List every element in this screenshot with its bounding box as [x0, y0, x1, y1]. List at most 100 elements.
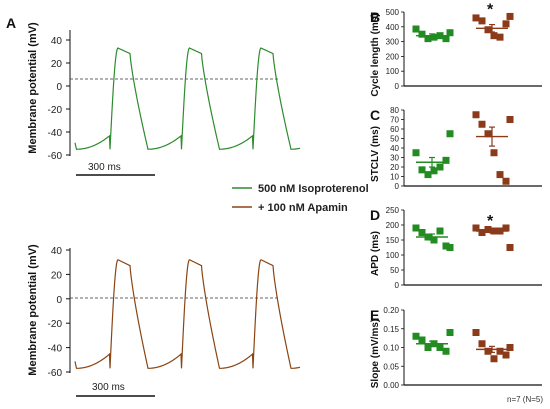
panel-c-point [442, 156, 450, 164]
panel-c-ytick-label: 70 [390, 116, 399, 125]
panel-d: D APD (ms) 0 50 100 150 200 250 * [370, 206, 542, 290]
panel-label-a: A [6, 15, 16, 31]
panel-e-point [502, 351, 510, 359]
panel-e-point [490, 355, 498, 363]
panel-c-point [506, 116, 514, 123]
panel-c-ytick-label: 10 [390, 173, 399, 182]
panel-e-point [418, 336, 426, 344]
panel-c-point [496, 171, 504, 179]
panel-e-point [472, 329, 480, 336]
panel-b-ytick-label: 0 [395, 82, 400, 91]
panel-c-point [430, 167, 438, 175]
trace-bottom-plot: Membrane potential (mV) 40 20 0 -20 -40 -60 3… [27, 244, 301, 397]
panel-c-point [472, 111, 480, 119]
legend-label-apamin: + 100 nM Apamin [258, 202, 348, 214]
panel-b-ytick-label: 500 [386, 8, 400, 17]
panel-b-significance-star: * [487, 1, 494, 18]
panel-b-point [424, 35, 432, 43]
panel-e-point [496, 347, 504, 355]
panel-c-point [418, 166, 426, 174]
panel-c-ytick-label: 80 [390, 106, 399, 115]
panel-e-ytick-label: 0.00 [383, 381, 399, 390]
panel-b-point [446, 29, 454, 37]
footnote: n=7 (N=5) [507, 395, 543, 404]
trace-top-ytick-label: -40 [48, 128, 63, 139]
panel-c-ytick-label: 60 [390, 125, 399, 134]
panel-d-ytick-label: 250 [386, 206, 400, 215]
panel-c-ytick-label: 30 [390, 154, 399, 163]
trace-bottom-ytick-label: -60 [48, 368, 63, 379]
panel-b-ylabel: Cycle length (ms) [370, 13, 381, 96]
panel-e-letter: E [370, 307, 379, 323]
trace-top-scalebar-label: 300 ms [88, 162, 121, 173]
panel-b-point [442, 35, 450, 43]
panel-c-ytick-label: 50 [390, 135, 399, 144]
trace-bottom-ytick-label: -40 [48, 344, 63, 355]
panel-b-ytick-label: 300 [386, 38, 400, 47]
panel-d-ytick-label: 100 [386, 251, 400, 260]
panel-b-point [496, 33, 504, 41]
trace-top-ytick-label: 0 [56, 82, 62, 93]
panel-b-ytick-label: 100 [386, 67, 400, 76]
panel-e-ytick-label: 0.20 [383, 306, 399, 315]
panel-e-point [506, 344, 514, 351]
panel-b-point [502, 20, 510, 28]
trace-top-ytick-label: -20 [48, 105, 63, 116]
panel-c-ylabel: STCLV (ms) [370, 126, 381, 182]
panel-d-point [472, 224, 480, 232]
panel-e-point [424, 344, 432, 351]
panel-b-point [506, 12, 514, 20]
panel-d-ytick-label: 0 [395, 281, 400, 290]
panel-d-point [436, 227, 444, 235]
legend-label-isoproterenol: 500 nM Isoproterenol [258, 183, 369, 195]
panel-d-point [418, 229, 426, 236]
panel-c-point [436, 163, 444, 171]
panel-d-point [506, 244, 514, 251]
panel-d-point [478, 229, 486, 236]
panel-c-point [478, 120, 486, 128]
trace-bottom-ytick-label: 0 [56, 295, 62, 306]
panel-e-ytick-label: 0.10 [383, 344, 399, 353]
panel-d-ytick-label: 200 [386, 221, 400, 230]
panel-e-ytick-label: 0.05 [383, 362, 399, 371]
panel-e-point [446, 329, 454, 336]
panel-e-ytick-label: 0.15 [383, 325, 399, 334]
panel-c-point [502, 177, 510, 185]
panel-d-ytick-label: 50 [390, 266, 399, 275]
trace-bottom-ytick-label: -20 [48, 319, 63, 330]
panel-d-letter: D [370, 207, 380, 223]
trace-top-waveform [74, 47, 301, 151]
trace-top-plot: Membrane potential (mV) 40 20 0 -20 -40 -60 3… [27, 22, 301, 176]
trace-bottom-ytick-label: 20 [51, 270, 63, 281]
panel-c-point [484, 130, 492, 138]
panel-c-point [446, 130, 454, 138]
panel-e-point [412, 332, 420, 340]
trace-bottom-scalebar-label: 300 ms [92, 382, 125, 393]
trace-top-ytick-label: 20 [51, 59, 63, 70]
panel-e-point [442, 347, 450, 355]
panel-e-ylabel: Slope (mV/ms) [370, 319, 381, 388]
trace-bottom-ytick-label: 40 [51, 246, 63, 257]
panel-e-point [436, 344, 444, 351]
panel-b-point [418, 30, 426, 38]
panel-d-significance-star: * [487, 213, 494, 230]
panel-b-ytick-label: 200 [386, 52, 400, 61]
panel-d-point [446, 244, 454, 251]
panel-d-point [502, 224, 510, 232]
trace-top-ytick-label: -60 [48, 151, 63, 162]
trace-top-ytick-label: 40 [51, 36, 63, 47]
panel-e-point [478, 340, 486, 348]
panel-c-ytick-label: 40 [390, 144, 399, 153]
trace-bottom-waveform [74, 259, 301, 369]
panel-c-point [490, 149, 498, 157]
panel-b-letter: B [370, 9, 380, 25]
panel-d-ytick-label: 150 [386, 236, 400, 245]
panel-d-point [442, 242, 450, 250]
panel-c-point [412, 149, 420, 157]
panel-d-ylabel: APD (ms) [370, 231, 381, 276]
panel-d-point [412, 224, 420, 232]
trace-bottom-ylabel: Membrane potential (mV) [27, 244, 39, 376]
